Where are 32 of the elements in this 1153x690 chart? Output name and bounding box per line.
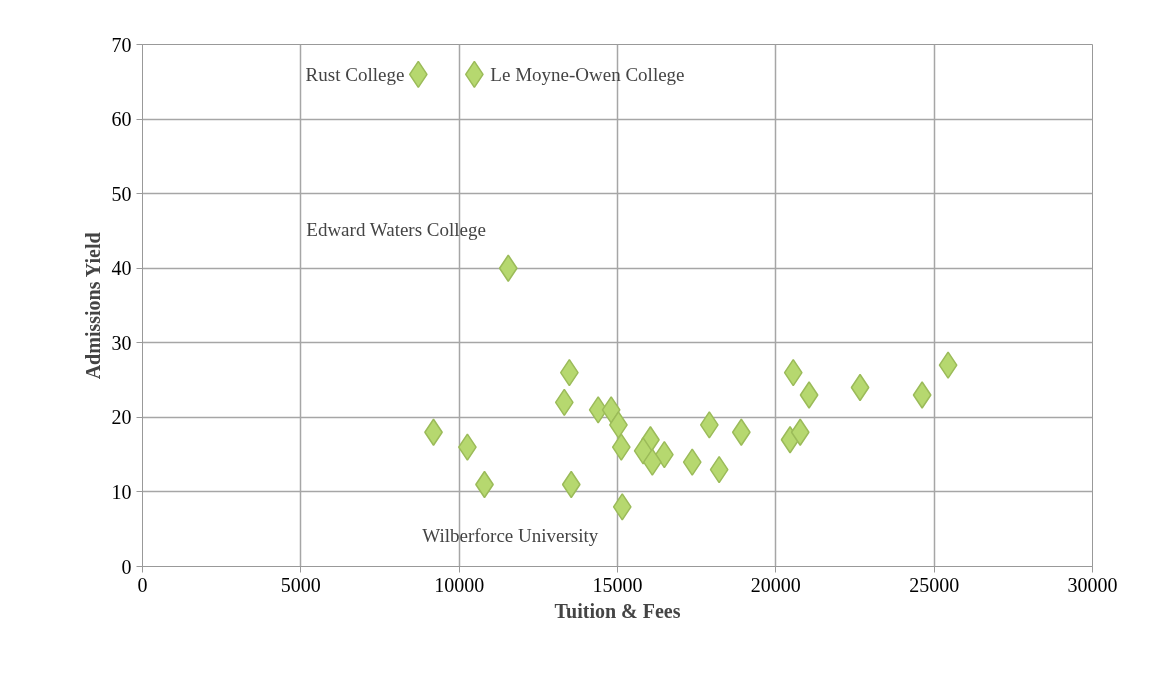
annotation: Wilberforce University — [422, 524, 599, 546]
point — [601, 396, 621, 424]
x-tick-label: 25000 — [909, 573, 960, 596]
x-tick-label: 20000 — [750, 573, 801, 596]
x-tick-label: 30000 — [1067, 573, 1118, 596]
point — [457, 433, 477, 461]
point — [799, 381, 819, 409]
y-axis-title: Admissions Yield — [81, 232, 104, 380]
y-tick-label: 0 — [121, 555, 132, 578]
y-tick-label: 70 — [111, 33, 132, 56]
annotation: Edward Waters College — [306, 219, 486, 241]
y-tick-label: 10 — [111, 480, 132, 503]
annotation: Rust College — [305, 63, 405, 85]
point — [612, 493, 632, 521]
y-tick-label: 60 — [111, 108, 132, 131]
x-tick-label: 10000 — [434, 573, 485, 596]
y-tick-label: 20 — [111, 406, 132, 429]
x-tick-label: 0 — [137, 573, 148, 596]
point — [682, 448, 702, 476]
x-tick-label: 5000 — [280, 573, 321, 596]
point — [938, 351, 958, 379]
y-tick-label: 50 — [111, 182, 132, 205]
point — [611, 433, 631, 461]
annotation: Le Moyne-Owen College — [490, 63, 685, 85]
point — [498, 254, 518, 282]
x-axis-title: Tuition & Fees — [554, 599, 681, 622]
x-tick-label: 15000 — [592, 573, 643, 596]
y-tick-label: 30 — [111, 331, 132, 354]
point — [699, 411, 719, 439]
point — [912, 381, 932, 409]
y-tick-label: 40 — [111, 257, 132, 280]
point — [642, 448, 662, 476]
